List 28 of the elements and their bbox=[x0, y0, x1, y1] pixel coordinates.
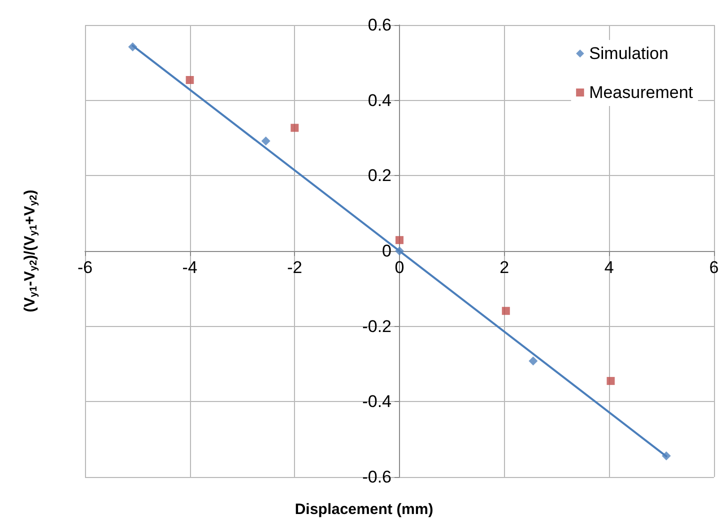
x-tick-label: -6 bbox=[77, 258, 93, 277]
y-tick-label: 0 bbox=[382, 242, 392, 260]
x-tick-label: -2 bbox=[287, 258, 302, 277]
x-tick-label: 4 bbox=[604, 258, 614, 277]
x-axis-title: Displacement (mm) bbox=[294, 501, 434, 518]
point bbox=[186, 76, 194, 84]
point bbox=[261, 136, 270, 146]
y-tick-label: 0.6 bbox=[368, 16, 392, 34]
y-tick-label: -0.6 bbox=[362, 468, 392, 486]
legend-label: Simulation bbox=[589, 44, 668, 63]
y-tick-label: 0.4 bbox=[368, 90, 392, 110]
x-tick-label: 2 bbox=[500, 258, 510, 277]
point bbox=[528, 356, 538, 366]
text: (Vy1-Vy2)/(Vy1+Vy2) bbox=[22, 190, 40, 312]
point bbox=[662, 451, 671, 460]
point bbox=[290, 124, 299, 132]
legend-label: Measurement bbox=[589, 83, 694, 102]
point bbox=[395, 246, 404, 256]
point bbox=[606, 376, 615, 385]
x-tick-label: 0 bbox=[394, 258, 404, 277]
point bbox=[128, 42, 138, 52]
x-tick-label: 6 bbox=[709, 258, 719, 277]
point bbox=[502, 306, 510, 315]
y-tick-label: -0.2 bbox=[362, 316, 392, 336]
x-tick-label: -4 bbox=[182, 258, 198, 277]
point bbox=[396, 236, 404, 244]
y-tick-label: -0.4 bbox=[362, 392, 392, 412]
y-tick-label: 0.2 bbox=[368, 166, 392, 186]
